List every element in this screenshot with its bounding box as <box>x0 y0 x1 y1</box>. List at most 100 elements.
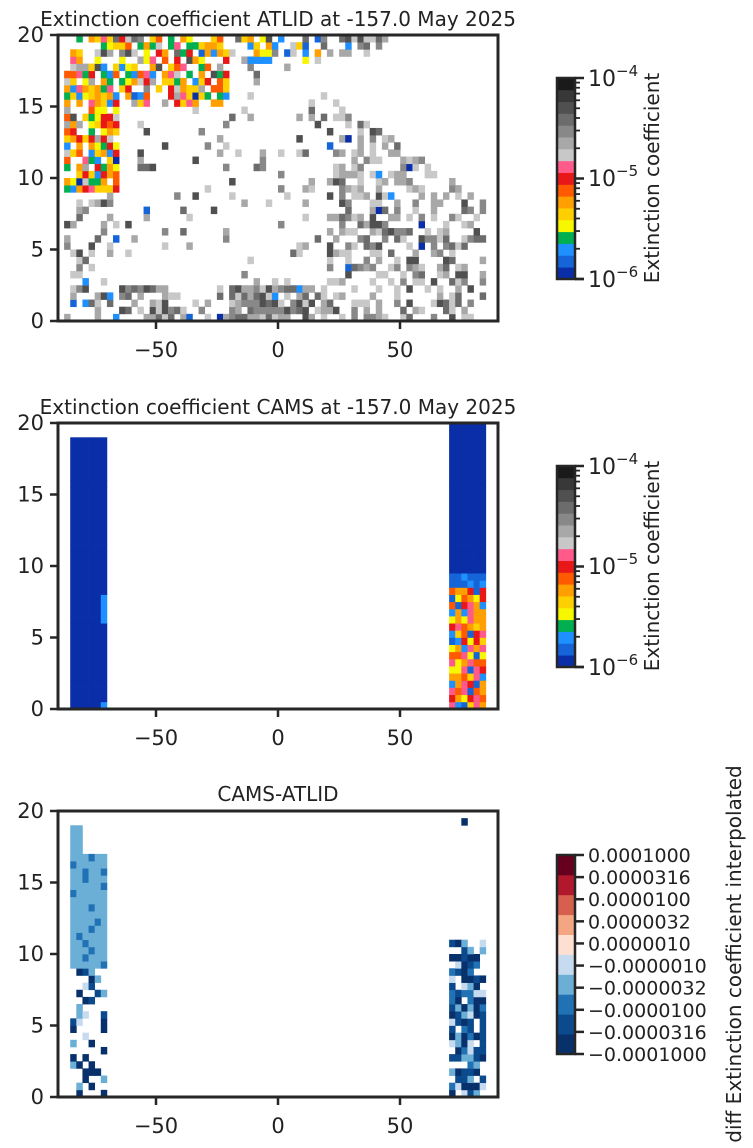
heatmap-cell <box>436 235 444 243</box>
heatmap-cell <box>473 451 481 460</box>
heatmap-cell <box>326 213 334 222</box>
heatmap-cell <box>418 156 426 165</box>
heatmap-cell <box>82 451 89 460</box>
heatmap-cell <box>70 1039 77 1048</box>
heatmap-cell <box>76 523 83 531</box>
heatmap-cell <box>461 263 468 272</box>
heatmap-cell <box>216 135 224 143</box>
heatmap-cell <box>174 92 181 100</box>
heatmap-cell <box>168 292 175 300</box>
colorbar-swatch <box>557 525 575 538</box>
heatmap-cell <box>479 658 487 667</box>
heatmap-cell <box>449 256 456 265</box>
heatmap-cell <box>339 113 346 122</box>
heatmap-cell <box>461 594 468 603</box>
heatmap-cell <box>473 989 481 998</box>
heatmap-cell <box>70 616 77 624</box>
heatmap-cell <box>247 313 254 322</box>
heatmap-cell <box>94 601 102 610</box>
heatmap-cell <box>82 594 89 603</box>
heatmap-cell <box>76 701 83 710</box>
heatmap-cell <box>100 163 108 172</box>
heatmap-cell <box>461 1075 468 1084</box>
heatmap-cell <box>94 306 102 315</box>
heatmap-cell <box>198 92 206 100</box>
heatmap-cell <box>455 451 462 460</box>
heatmap-cell <box>467 658 474 667</box>
heatmap-cell <box>473 551 481 560</box>
heatmap-cell <box>204 63 212 72</box>
cams-y-axis: 20 15 10 5 0 <box>17 411 58 721</box>
heatmap-cell <box>339 163 346 172</box>
heatmap-cell <box>259 149 267 157</box>
heatmap-cell <box>70 573 77 581</box>
heatmap-cell <box>467 608 474 617</box>
heatmap-cell <box>100 63 108 72</box>
heatmap-cell <box>449 594 456 603</box>
heatmap-cell <box>314 56 322 64</box>
heatmap-cell <box>467 430 474 438</box>
heatmap-cell <box>455 939 462 948</box>
heatmap-cell <box>76 508 83 517</box>
heatmap-cell <box>461 580 468 588</box>
heatmap-cell <box>143 99 151 107</box>
heatmap-cell <box>406 213 413 222</box>
colorbar-tick-label: 10−6 <box>588 263 638 293</box>
heatmap-cell <box>473 975 481 983</box>
heatmap-cell <box>82 925 89 933</box>
heatmap-cell <box>473 444 481 452</box>
heatmap-cell <box>94 616 102 624</box>
heatmap-cell <box>479 1004 487 1012</box>
heatmap-cell <box>449 508 456 517</box>
colorbar-tick-label: −0.0000316 <box>588 1022 707 1044</box>
heatmap-cell <box>326 49 334 57</box>
heatmap-cell <box>461 961 468 969</box>
heatmap-cell <box>94 954 102 962</box>
heatmap-cell <box>381 220 389 229</box>
heatmap-cell <box>76 594 83 603</box>
heatmap-cell <box>241 292 248 300</box>
heatmap-cell <box>369 313 377 322</box>
heatmap-cell <box>375 156 383 165</box>
heatmap-cell <box>131 49 138 57</box>
heatmap-cell <box>473 501 481 510</box>
heatmap-cell <box>70 1018 77 1026</box>
heatmap-cell <box>88 77 96 86</box>
heatmap-cell <box>345 256 352 265</box>
colorbar-swatch <box>557 643 575 656</box>
heatmap-cell <box>88 156 96 165</box>
heatmap-cell <box>333 278 340 286</box>
heatmap-cell <box>76 637 83 645</box>
heatmap-cell <box>143 313 151 322</box>
heatmap-cell <box>461 566 468 574</box>
heatmap-cell <box>455 658 462 667</box>
heatmap-cell <box>479 256 487 265</box>
heatmap-cell <box>351 306 358 315</box>
heatmap-cell <box>88 911 96 919</box>
heatmap-cell <box>461 206 468 215</box>
heatmap-cell <box>94 99 102 107</box>
diff-x-axis: −50 0 50 <box>134 1097 413 1138</box>
heatmap-cell <box>82 1011 89 1019</box>
heatmap-cell <box>449 465 456 474</box>
heatmap-cell <box>449 996 456 1005</box>
heatmap-cell <box>70 832 77 840</box>
heatmap-cell <box>284 313 291 322</box>
heatmap-cell <box>473 1089 481 1098</box>
heatmap-cell <box>449 968 456 976</box>
heatmap-cell <box>455 673 462 681</box>
heatmap-cell <box>302 285 309 293</box>
heatmap-cell <box>455 1068 462 1076</box>
heatmap-cell <box>412 199 419 207</box>
heatmap-cell <box>467 982 474 991</box>
heatmap-cell <box>70 444 77 452</box>
heatmap-cell <box>174 77 181 86</box>
heatmap-cell <box>449 954 456 962</box>
heatmap-cell <box>449 1011 456 1019</box>
heatmap-cell <box>363 235 371 243</box>
heatmap-cell <box>449 437 456 445</box>
heatmap-cell <box>479 508 487 517</box>
heatmap-cell <box>461 480 468 488</box>
heatmap-cell <box>100 537 108 545</box>
heatmap-cell <box>467 313 474 322</box>
